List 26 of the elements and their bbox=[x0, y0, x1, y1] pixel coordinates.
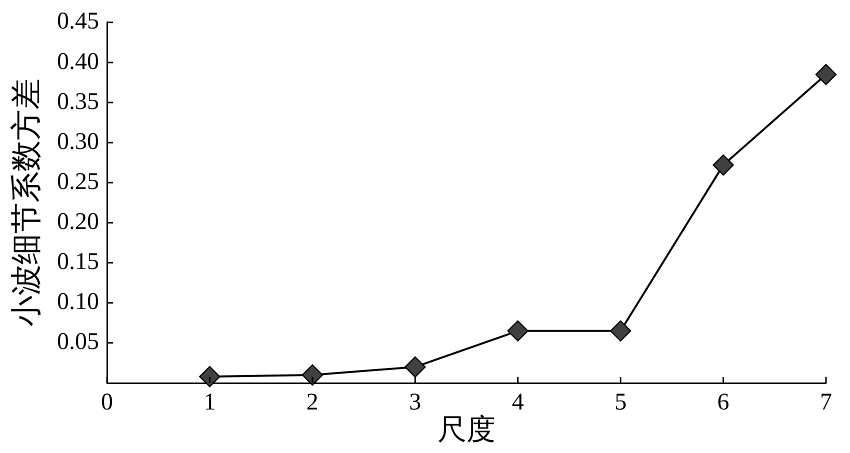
x-tick-label: 4 bbox=[512, 390, 524, 416]
point bbox=[302, 364, 324, 386]
point bbox=[199, 366, 220, 388]
y-tick-label: 0.10 bbox=[57, 289, 99, 316]
y-tick-label: 0.15 bbox=[57, 249, 99, 276]
point bbox=[507, 320, 528, 342]
point bbox=[712, 154, 734, 176]
y-tick-label: 0.25 bbox=[57, 168, 99, 195]
x-tick-label: 7 bbox=[820, 390, 832, 416]
y-tick-label: 0.45 bbox=[57, 8, 99, 35]
point bbox=[610, 320, 632, 342]
x-tick-label: 2 bbox=[306, 390, 318, 416]
y-axis-title: 小波细节系数方差 bbox=[8, 78, 44, 327]
x-axis-title: 尺度 bbox=[438, 414, 496, 446]
y-tick-label: 0.05 bbox=[57, 329, 99, 356]
x-tick-label: 5 bbox=[614, 390, 627, 416]
y-tick-label: 0.35 bbox=[57, 88, 99, 115]
x-tick-label: 3 bbox=[409, 390, 422, 416]
point bbox=[815, 64, 837, 86]
point bbox=[404, 356, 426, 378]
y-tick-label: 0.30 bbox=[57, 128, 99, 155]
y-tick-label: 0.40 bbox=[57, 48, 99, 75]
y-tick-label: 0.20 bbox=[57, 209, 99, 236]
x-tick-label: 6 bbox=[717, 390, 730, 416]
x-tick-label: 0 bbox=[101, 390, 113, 416]
x-tick-label: 1 bbox=[204, 390, 216, 416]
